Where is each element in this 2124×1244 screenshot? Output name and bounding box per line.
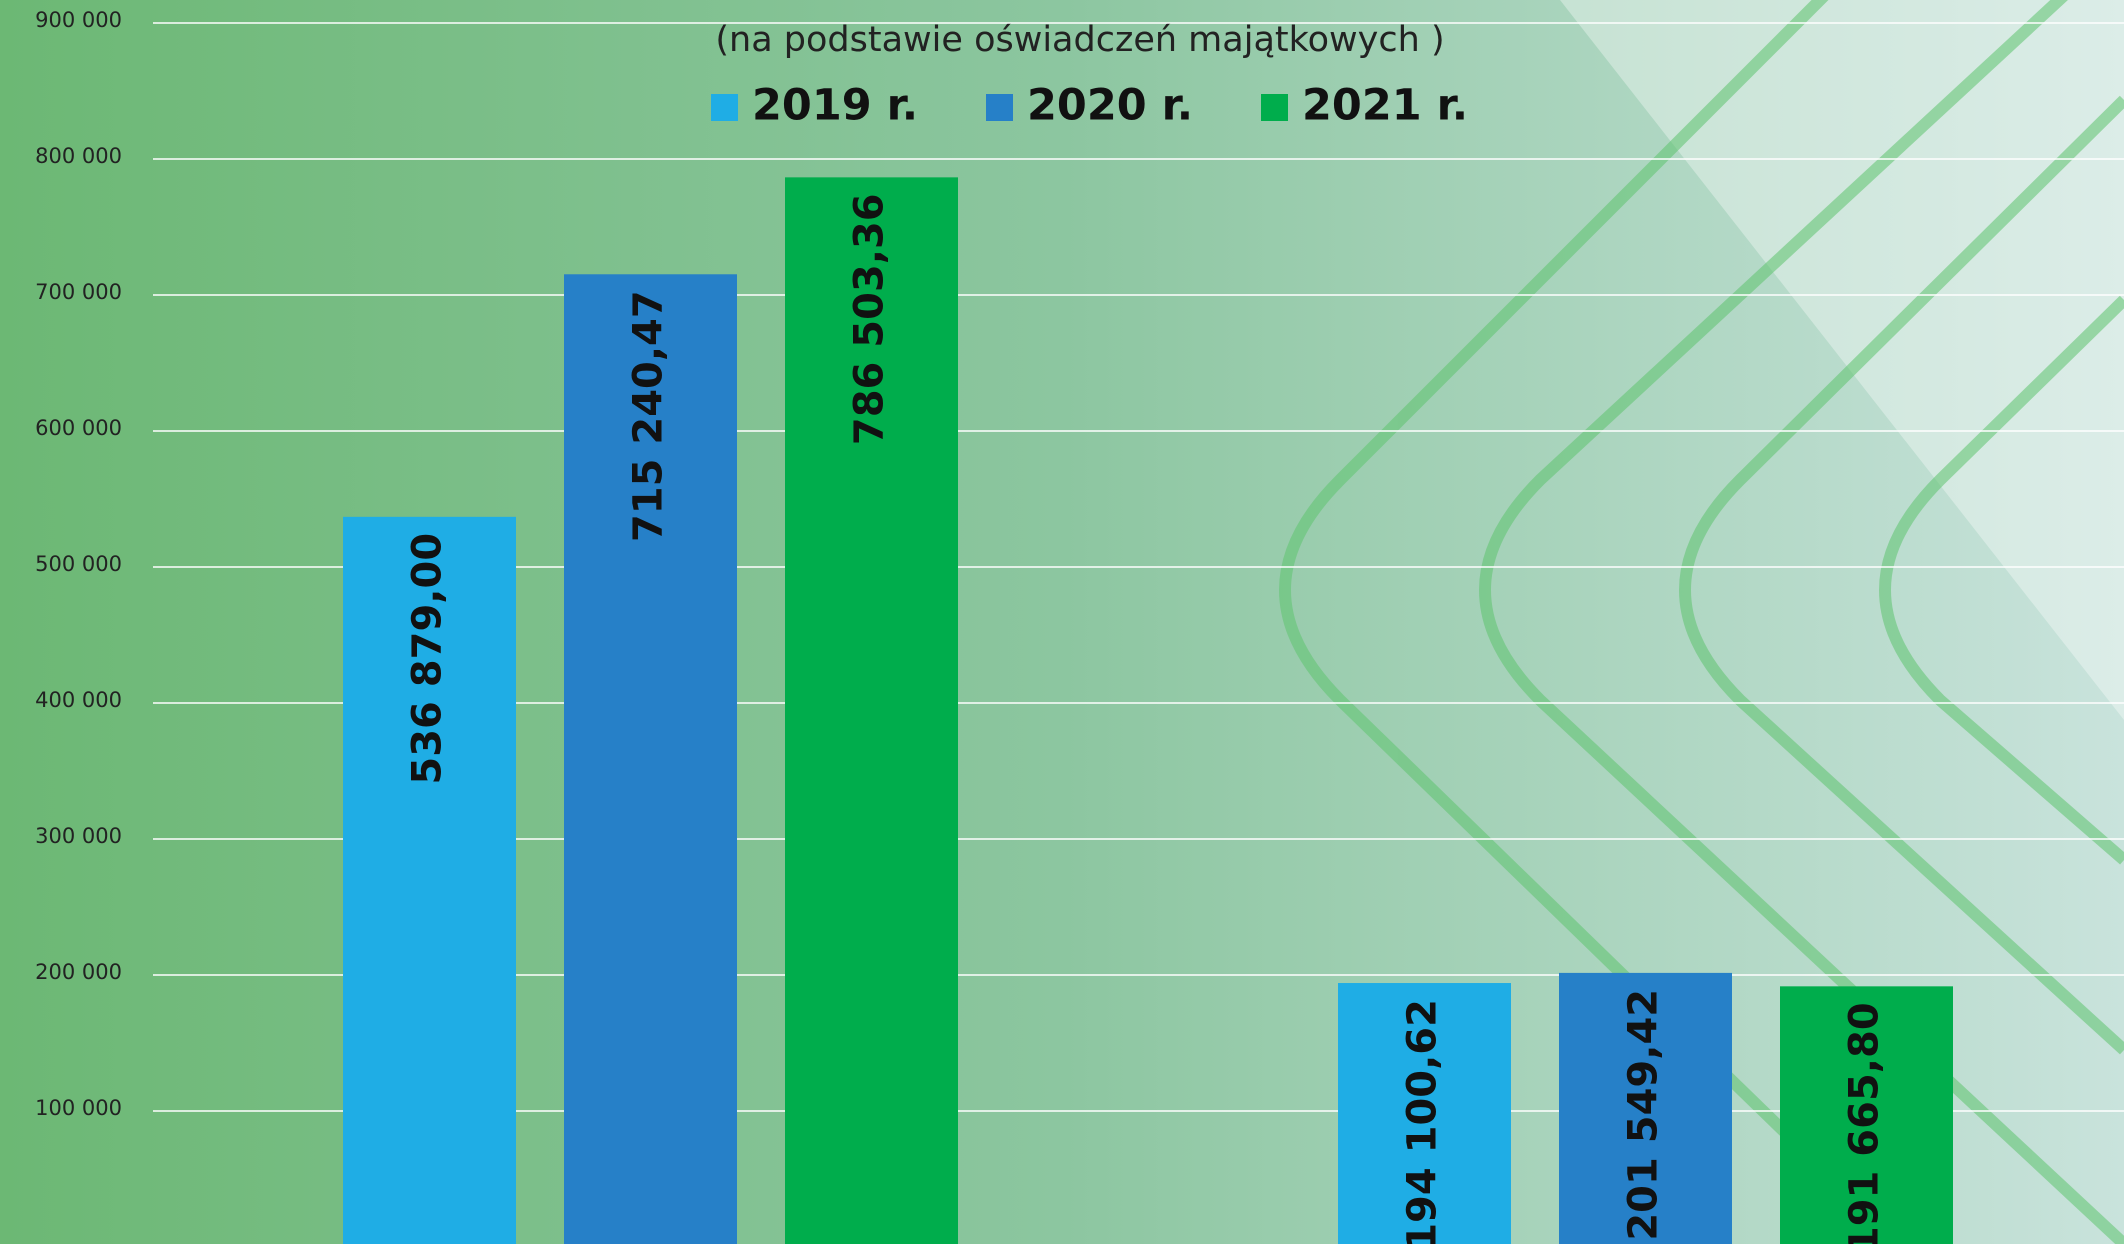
data-label: 536 879,00 <box>405 533 451 785</box>
data-label: 201 549,42 <box>1621 989 1667 1241</box>
data-label: 715 240,47 <box>626 290 672 542</box>
bar <box>785 177 958 1244</box>
y-tick-label: 900 000 <box>35 8 122 32</box>
legend-label: 2020 r. <box>1027 81 1193 131</box>
y-tick-label: 100 000 <box>35 1096 122 1120</box>
legend-swatch <box>1261 94 1288 121</box>
data-label: 194 100,62 <box>1400 999 1446 1244</box>
bar <box>1338 983 1511 1244</box>
y-tick-label: 200 000 <box>35 960 122 984</box>
data-label: 191 665,80 <box>1842 1002 1888 1244</box>
bar <box>343 516 516 1244</box>
legend-swatch <box>986 94 1013 121</box>
legend-label: 2021 r. <box>1302 81 1468 131</box>
data-label: 786 503,36 <box>847 193 893 445</box>
bar <box>1559 972 1732 1244</box>
y-tick-label: 600 000 <box>35 416 122 440</box>
legend-swatch <box>711 94 738 121</box>
decor-shape <box>1560 0 2124 720</box>
y-tick-label: 800 000 <box>35 144 122 168</box>
bar <box>1780 986 1953 1244</box>
decor-arcs <box>1279 0 2124 1244</box>
y-tick-label: 300 000 <box>35 824 122 848</box>
bar <box>564 274 737 1244</box>
y-tick-label: 400 000 <box>35 688 122 712</box>
chart-subtitle: (na podstawie oświadczeń majątkowych ) <box>715 20 1444 60</box>
y-tick-label: 500 000 <box>35 552 122 576</box>
legend-label: 2019 r. <box>752 81 918 131</box>
y-tick-label: 700 000 <box>35 280 122 304</box>
